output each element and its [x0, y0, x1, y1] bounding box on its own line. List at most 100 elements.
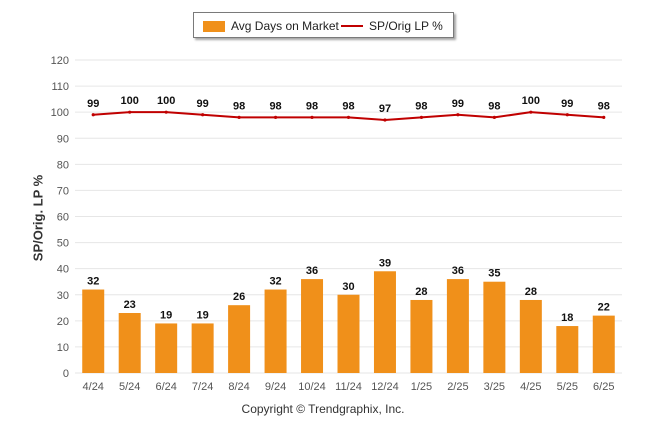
x-tick-label: 8/24: [228, 381, 249, 393]
x-tick-label: 6/24: [155, 381, 176, 393]
legend-bar-swatch: [203, 20, 225, 32]
y-tick-label: 70: [57, 185, 69, 197]
bar: [519, 299, 542, 373]
line-point: [529, 110, 533, 114]
line-point: [492, 115, 496, 119]
y-axis-title: SP/Orig. LP %: [30, 174, 46, 262]
line-point: [201, 113, 205, 117]
copyright-text: Copyright © Trendgraphix, Inc.: [241, 402, 405, 416]
bar-value-label: 30: [342, 281, 354, 293]
x-axis-tick-labels: 4/24 5/24 6/24 7/24 8/24 9/24 10/24 11/24 12/24 1…: [83, 381, 615, 393]
x-tick-label: 5/25: [557, 381, 578, 393]
bar: [301, 279, 324, 373]
line-value-label: 99: [87, 98, 99, 110]
bar: [337, 294, 360, 373]
bar-value-label: 23: [124, 299, 136, 311]
bar-value-label: 19: [197, 309, 209, 321]
line-value-label: 98: [488, 100, 500, 112]
line-value-label: 99: [561, 98, 573, 110]
line-value-label: 98: [269, 100, 281, 112]
bar-value-label: 28: [415, 286, 427, 298]
line-point: [383, 118, 387, 122]
line-point: [237, 115, 241, 119]
legend-line-label: SP/Orig LP %: [369, 19, 443, 33]
line-value-label: 98: [342, 100, 354, 112]
y-tick-label: 10: [57, 342, 69, 354]
bar: [228, 305, 251, 373]
bar-value-label: 32: [87, 276, 99, 288]
line-point: [346, 115, 351, 119]
y-tick-label: 30: [57, 290, 69, 302]
x-tick-label: 11/24: [335, 381, 362, 393]
line-point: [565, 113, 569, 117]
bar-value-label: 39: [379, 257, 391, 269]
bar-data-labels: 32 23 19 19 26 32 36 30 39 28 36 35 28 18 22: [87, 257, 610, 324]
legend-item-bar[interactable]: Avg Days on Market: [203, 19, 339, 33]
line-value-label: 100: [157, 95, 175, 107]
bar: [410, 299, 433, 373]
bar-value-label: 36: [306, 265, 318, 277]
line-series: [91, 110, 606, 122]
x-tick-label: 10/24: [298, 381, 326, 393]
bar-value-label: 32: [269, 276, 281, 288]
bar: [82, 289, 105, 373]
x-tick-label: 12/24: [371, 381, 399, 393]
bar-value-label: 18: [561, 312, 573, 324]
line-value-label: 99: [197, 98, 209, 110]
y-tick-label: 0: [63, 368, 69, 380]
x-tick-label: 4/25: [520, 381, 541, 393]
bar-value-label: 26: [233, 291, 245, 303]
line-point: [128, 110, 132, 114]
x-tick-label: 9/24: [265, 381, 286, 393]
y-tick-label: 50: [57, 238, 69, 250]
line-point: [310, 115, 314, 119]
bar: [155, 323, 178, 373]
line-value-label: 98: [233, 100, 245, 112]
line-point: [164, 110, 168, 114]
x-tick-label: 4/24: [83, 381, 104, 393]
line-value-label: 99: [452, 98, 464, 110]
bar-value-label: 36: [452, 265, 464, 277]
bar: [118, 313, 141, 373]
x-tick-label: 6/25: [593, 381, 614, 393]
x-tick-label: 1/25: [411, 381, 432, 393]
x-tick-label: 3/25: [484, 381, 505, 393]
y-tick-label: 100: [51, 107, 69, 119]
y-axis-tick-labels: 0 10 20 30 40 50 60 70 80 90 100 110 120: [51, 55, 69, 380]
line-value-label: 98: [306, 100, 318, 112]
bar: [483, 281, 506, 373]
bar-value-label: 28: [525, 286, 537, 298]
x-tick-label: 2/25: [447, 381, 468, 393]
line-point: [419, 115, 424, 119]
legend-item-line[interactable]: SP/Orig LP %: [341, 19, 443, 33]
line-value-label: 98: [415, 100, 427, 112]
bar-value-label: 19: [160, 309, 172, 321]
bar-series: [82, 271, 615, 373]
legend-line-swatch: [341, 25, 363, 27]
bar: [191, 323, 214, 373]
x-tick-label: 5/24: [119, 381, 140, 393]
chart-legend: Avg Days on Market SP/Orig LP %: [193, 12, 454, 38]
line-data-labels: 99 100 100 99 98 98 98 98 97 98 99 98 100 99 98: [87, 95, 610, 115]
y-tick-label: 20: [57, 316, 69, 328]
y-tick-label: 120: [51, 55, 69, 67]
bar: [446, 279, 469, 373]
legend-bar-label: Avg Days on Market: [231, 19, 339, 33]
y-tick-label: 80: [57, 159, 69, 171]
bar: [264, 289, 287, 373]
line-point: [456, 113, 460, 117]
y-tick-label: 60: [57, 212, 69, 224]
line-point: [91, 113, 95, 117]
line-point: [273, 115, 278, 119]
y-tick-label: 40: [57, 264, 69, 276]
bar: [373, 271, 396, 373]
bar: [556, 326, 579, 373]
y-tick-label: 110: [51, 81, 69, 93]
line-value-label: 100: [121, 95, 139, 107]
line-value-label: 97: [379, 103, 391, 115]
x-tick-label: 7/24: [192, 381, 213, 393]
y-tick-label: 90: [57, 133, 69, 145]
bar-value-label: 35: [488, 268, 500, 280]
bar-value-label: 22: [598, 302, 610, 314]
